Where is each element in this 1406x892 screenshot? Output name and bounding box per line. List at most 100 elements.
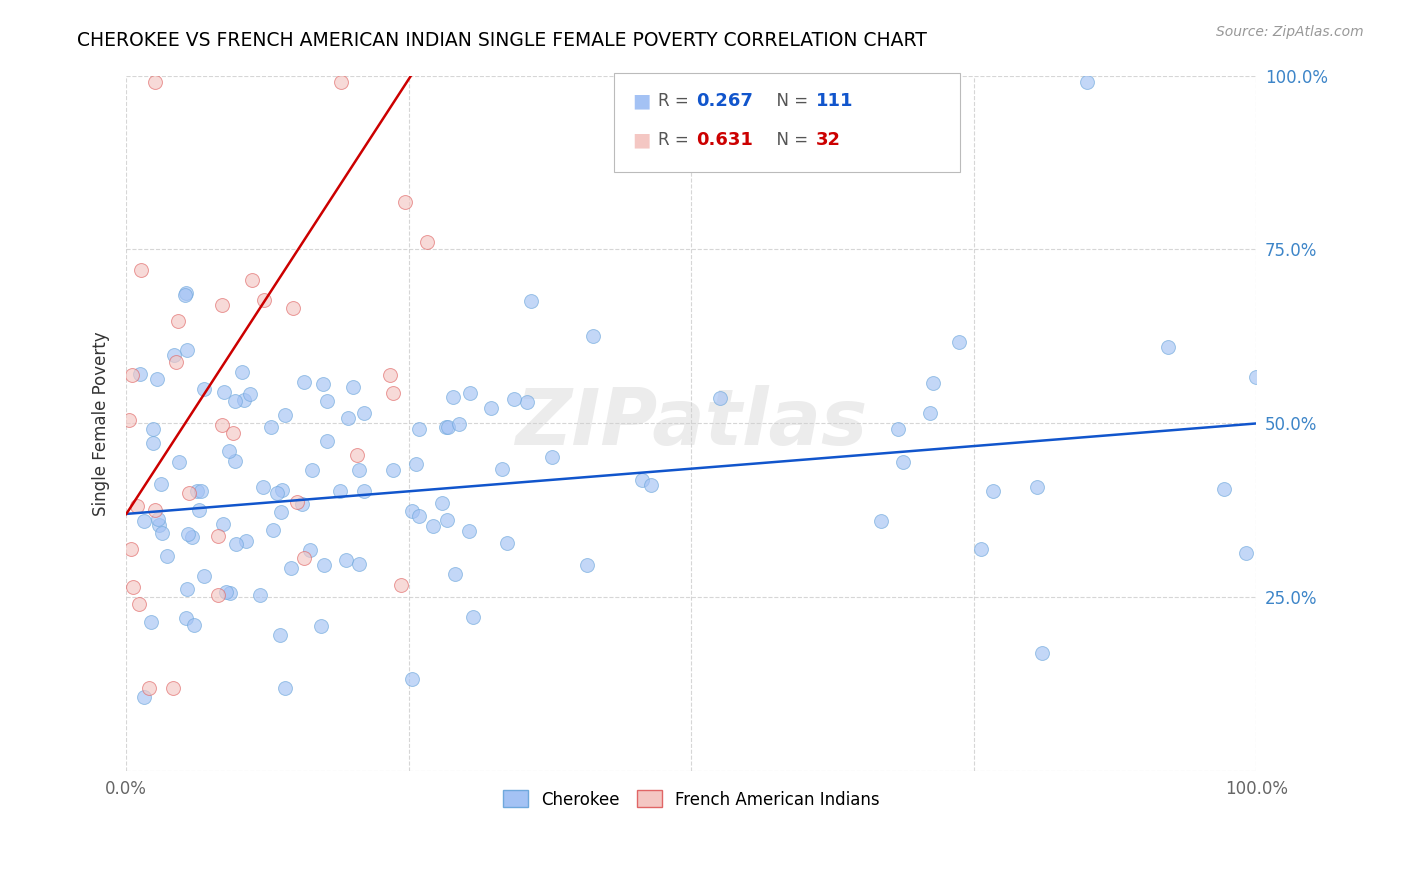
Point [235,534,257,549]
Point [143,75,166,89]
Legend: Cherokee, French American Indians: Cherokee, French American Indians [496,784,886,815]
Point [335,553,357,567]
Text: ■: ■ [633,130,651,150]
Point [315,394,337,409]
Point [981,483,1004,498]
Point [630,473,652,487]
Point [125,499,148,513]
Point [447,417,470,431]
Point [266,485,288,500]
Point [309,619,332,633]
Point [207,529,229,543]
Text: N =: N = [766,92,814,110]
Point [253,293,276,307]
Point [262,523,284,537]
Point [349,557,371,571]
Point [870,514,893,528]
Point [312,558,335,573]
Point [174,610,197,624]
Point [176,582,198,596]
Point [211,298,233,312]
Point [149,477,172,491]
Point [207,588,229,602]
Point [252,480,274,494]
Point [249,589,271,603]
Point [576,558,599,572]
Point [353,406,375,420]
Point [150,525,173,540]
Point [142,422,165,436]
Point [139,615,162,629]
Point [437,419,460,434]
Point [312,376,335,391]
Point [394,195,416,210]
Point [219,586,242,600]
Point [1031,647,1053,661]
Point [381,385,404,400]
Point [887,422,910,436]
Point [503,392,526,407]
Point [921,376,943,391]
Point [128,368,150,382]
Point [148,517,170,532]
Point [408,509,430,524]
Point [430,496,453,510]
Point [271,483,294,497]
Point [292,375,315,389]
Point [214,585,236,599]
Point [190,483,212,498]
Point [177,485,200,500]
Point [1244,370,1267,384]
Text: N =: N = [766,131,814,149]
Text: 0.267: 0.267 [696,92,752,110]
Point [193,569,215,583]
Point [224,454,246,468]
Point [176,343,198,357]
Text: ZIPatlas: ZIPatlas [515,385,868,461]
Point [744,75,766,89]
Point [346,448,368,462]
Point [269,628,291,642]
Point [408,421,430,435]
Point [541,450,564,464]
Point [211,417,233,432]
Point [212,516,235,531]
Point [118,412,141,426]
Point [316,434,339,448]
Point [162,348,184,362]
Point [640,477,662,491]
Point [422,519,444,533]
Point [162,681,184,695]
Point [458,386,481,401]
Point [134,690,156,705]
Point [174,285,197,300]
Point [347,463,370,477]
Point [222,425,245,440]
Point [1157,340,1180,354]
Point [292,551,315,566]
Point [969,541,991,556]
Point [1212,482,1234,496]
Point [948,334,970,349]
Point [134,514,156,528]
Point [381,463,404,477]
Point [581,328,603,343]
Point [519,293,541,308]
Point [281,301,304,315]
Y-axis label: Single Female Poverty: Single Female Poverty [93,331,110,516]
Text: R =: R = [658,92,695,110]
Point [401,504,423,518]
Point [259,420,281,434]
Point [225,537,247,551]
Point [920,406,942,420]
Point [188,503,211,517]
Point [401,672,423,686]
Point [380,368,402,382]
Point [146,512,169,526]
Point [458,524,481,539]
Point [231,364,253,378]
Point [298,543,321,558]
Point [173,288,195,302]
Point [1076,75,1098,89]
Point [212,384,235,399]
